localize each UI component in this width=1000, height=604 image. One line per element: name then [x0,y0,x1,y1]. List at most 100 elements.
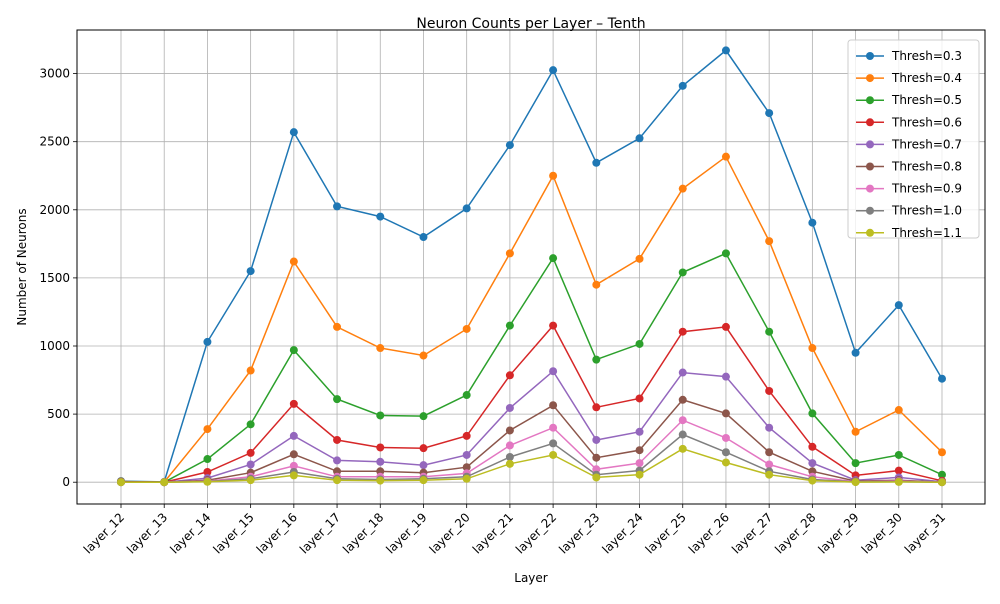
data-point [592,355,601,364]
series-line [120,324,943,483]
data-point [203,455,212,464]
legend-label: Thresh=1.0 [891,204,962,218]
data-point [246,476,255,485]
legend-item: Thresh=0.5 [856,93,962,107]
legend-swatch-marker [866,228,874,237]
data-point [635,254,644,263]
data-point [765,109,774,118]
series-line [120,370,943,483]
data-point [505,249,514,258]
series-lines [117,46,946,487]
series-line [120,49,943,483]
data-point [721,46,730,55]
data-point [505,141,514,150]
legend-item: Thresh=0.9 [856,182,962,196]
data-point [549,401,558,410]
series-line [120,398,943,483]
series-Thresh=1.1 [117,444,946,487]
data-point [462,450,471,459]
data-point [938,374,946,383]
data-point [549,439,558,448]
data-point [376,411,385,420]
y-tick-label: 1500 [39,271,70,285]
data-point [246,460,255,469]
data-point [678,416,687,425]
data-point [678,81,687,90]
data-point [549,450,558,459]
legend-label: Thresh=0.3 [891,49,962,63]
y-tick-label: 500 [47,407,70,421]
data-point [333,456,342,465]
data-point [721,372,730,381]
legend-label: Thresh=0.8 [891,160,962,174]
data-point [635,470,644,479]
data-point [505,441,514,450]
data-point [808,442,817,451]
data-point [419,444,428,453]
data-point [938,478,946,487]
legend-swatch-marker [866,74,874,83]
data-point [549,423,558,432]
data-point [419,461,428,470]
legend-label: Thresh=0.5 [891,93,962,107]
data-point [289,450,298,459]
data-point [333,202,342,211]
legend-swatch-marker [866,140,874,149]
data-point [246,420,255,429]
y-tick-label: 2500 [39,135,70,149]
data-point [721,458,730,467]
legend-item: Thresh=1.0 [856,204,962,218]
data-point [203,425,212,434]
data-point [333,322,342,331]
data-point [808,218,817,227]
legend-label: Thresh=0.9 [891,182,962,196]
legend-label: Thresh=1.1 [891,226,962,240]
data-point [203,467,212,476]
data-point [505,371,514,380]
data-point [117,478,125,487]
data-point [160,478,169,487]
data-point [289,128,298,137]
y-tick-label: 2000 [39,203,70,217]
data-point [894,477,903,486]
data-point [376,476,385,485]
series-Thresh=0.5 [117,249,946,487]
legend-swatch-marker [866,118,874,127]
data-point [808,344,817,353]
data-point [635,446,644,455]
data-point [376,212,385,221]
data-point [289,257,298,266]
data-point [549,171,558,180]
legend: Thresh=0.3 Thresh=0.4 Thresh=0.5 Thresh=0.6… [847,39,980,240]
data-point [419,233,428,242]
data-point [765,327,774,336]
data-point [894,406,903,415]
data-point [635,459,644,468]
series-line [121,447,943,483]
data-point [765,237,774,246]
data-point [549,254,558,263]
data-point [678,268,687,277]
series-line [120,252,943,483]
data-point [938,448,946,457]
data-point [721,409,730,418]
data-point [203,337,212,346]
data-point [721,322,730,331]
plot-frame [76,29,986,505]
data-point [851,459,860,468]
data-point [678,444,687,453]
data-point [635,339,644,348]
data-point [246,366,255,375]
legend-swatch-marker [866,184,874,193]
data-point [462,204,471,213]
data-point [333,476,342,485]
legend-item: Thresh=0.3 [856,49,962,63]
series-line [121,419,943,483]
data-point [333,435,342,444]
series-Thresh=0.6 [117,321,946,487]
data-point [505,426,514,435]
data-point [505,453,514,462]
data-point [592,473,601,482]
